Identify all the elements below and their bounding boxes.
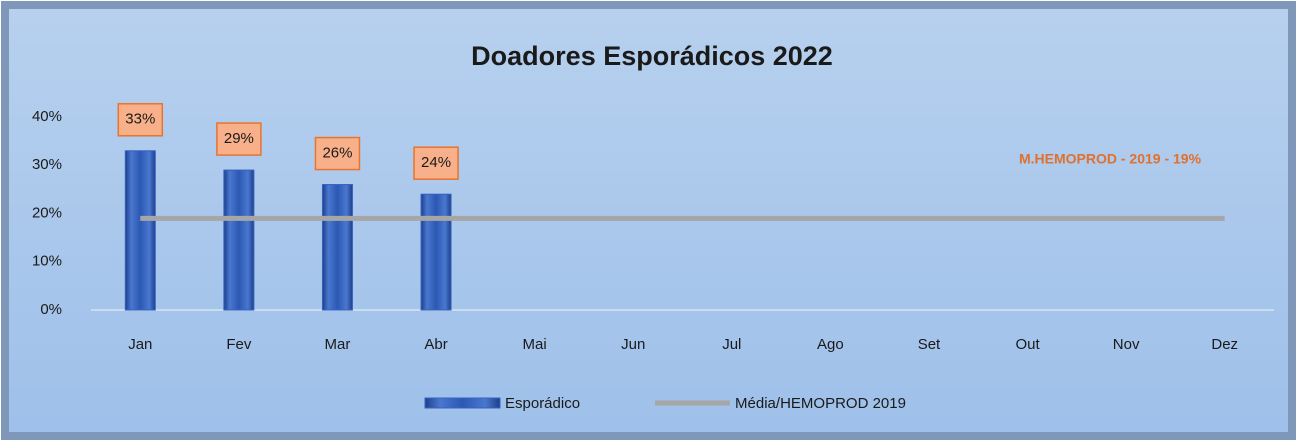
legend-swatch <box>424 397 501 409</box>
x-tick-label: Ago <box>817 336 844 353</box>
y-tick-label: 0% <box>40 301 62 318</box>
x-tick-label: Dez <box>1211 336 1238 353</box>
bar <box>124 150 156 311</box>
data-label: 24% <box>421 154 451 171</box>
x-tick-label: Jun <box>621 336 645 353</box>
x-tick-label: Mai <box>523 336 547 353</box>
data-label-box <box>314 136 361 171</box>
bar <box>420 193 452 311</box>
x-tick-label: Jan <box>128 336 152 353</box>
x-tick-label: Mar <box>325 336 351 353</box>
x-tick-label: Abr <box>424 336 447 353</box>
annotation: M.HEMOPROD - 2019 - 19% <box>1019 151 1202 167</box>
y-tick-label: 10% <box>32 253 62 270</box>
data-label-box <box>216 122 262 156</box>
x-tick-label: Fev <box>226 336 252 353</box>
y-tick-label: 40% <box>32 108 62 125</box>
legend-label: Esporádico <box>505 395 580 412</box>
x-tick-label: Nov <box>1113 336 1140 353</box>
x-tick-label: Jul <box>722 336 741 353</box>
y-tick-label: 20% <box>32 204 62 221</box>
data-label: 33% <box>125 111 155 128</box>
data-label: 29% <box>224 130 254 147</box>
data-label: 26% <box>322 145 352 162</box>
data-label-box <box>413 146 459 180</box>
y-tick-label: 30% <box>32 156 62 173</box>
legend-label: Média/HEMOPROD 2019 <box>735 395 906 412</box>
x-tick-label: Set <box>918 336 941 353</box>
x-tick-label: Out <box>1015 336 1040 353</box>
data-label-box <box>117 103 164 137</box>
bar <box>321 184 353 311</box>
bar <box>223 169 255 311</box>
chart-title: Doadores Esporádicos 2022 <box>471 41 833 71</box>
